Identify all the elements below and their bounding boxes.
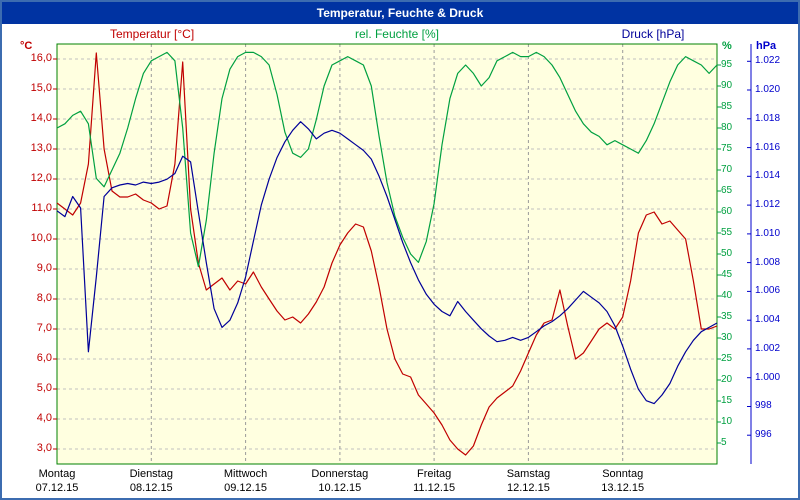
day-date-label: 11.12.15 <box>413 482 456 494</box>
plot-svg <box>53 43 752 465</box>
day-date-label: 10.12.15 <box>318 482 362 494</box>
humidity-tick-label: 5 <box>721 437 727 448</box>
temp-axis-unit: °C <box>20 40 33 52</box>
day-name-label: Montag <box>38 468 76 480</box>
temp-tick-label: 14,0 <box>30 112 52 124</box>
window-title: Temperatur, Feuchte & Druck <box>316 6 484 20</box>
day-date-label: 09.12.15 <box>224 482 267 494</box>
temp-tick-label: 10,0 <box>30 232 52 244</box>
pressure-tick-label: 1.018 <box>755 112 781 124</box>
pressure-tick-label: 1.004 <box>755 314 781 326</box>
series-line-humidity <box>56 51 718 268</box>
legend-temperature: Temperatur [°C] <box>110 27 195 41</box>
day-name-label: Dienstag <box>129 468 173 480</box>
day-name-label: Freitag <box>417 468 452 480</box>
humidity-tick-label: 60 <box>721 206 733 217</box>
humidity-tick-label: 10 <box>721 416 733 427</box>
humidity-tick-label: 55 <box>721 227 733 238</box>
temp-tick-label: 11,0 <box>31 202 52 214</box>
humidity-tick-label: 95 <box>721 59 733 70</box>
humidity-tick-label: 50 <box>721 248 733 259</box>
temp-tick-label: 12,0 <box>30 172 52 184</box>
temp-tick-label: 8,0 <box>36 292 52 304</box>
day-date-label: 13.12.15 <box>601 482 645 494</box>
humidity-tick-label: 65 <box>721 185 733 196</box>
humidity-tick-label: 70 <box>721 164 733 175</box>
day-name-label: Mittwoch <box>223 468 268 480</box>
window-titlebar[interactable]: Temperatur, Feuchte & Druck <box>2 2 798 24</box>
day-name-label: Samstag <box>506 468 551 480</box>
pressure-axis-unit: hPa <box>756 40 777 52</box>
pressure-tick-label: 1.010 <box>755 227 781 239</box>
pressure-tick-label: 1.008 <box>755 256 781 268</box>
temp-tick-label: 9,0 <box>36 262 52 274</box>
pressure-tick-label: 1.006 <box>755 285 781 297</box>
plot-background <box>57 44 717 464</box>
pressure-tick-label: 1.012 <box>755 199 781 211</box>
humidity-axis-unit: % <box>722 40 732 52</box>
humidity-tick-label: 90 <box>721 80 733 91</box>
humidity-tick-label: 80 <box>721 122 733 133</box>
chart-area: Temperatur [°C] rel. Feuchte [%] Druck [… <box>2 24 798 498</box>
temp-tick-label: 5,0 <box>36 382 52 394</box>
pressure-tick-label: 1.016 <box>755 141 781 153</box>
humidity-tick-label: 30 <box>721 332 733 343</box>
humidity-tick-label: 25 <box>721 353 733 364</box>
humidity-tick-label: 20 <box>721 374 733 385</box>
humidity-tick-label: 85 <box>721 101 733 112</box>
temp-tick-label: 15,0 <box>30 82 52 94</box>
temp-tick-label: 3,0 <box>36 442 52 454</box>
temp-tick-label: 7,0 <box>36 322 52 334</box>
day-date-label: 07.12.15 <box>35 482 79 494</box>
humidity-tick-label: 40 <box>721 290 733 301</box>
humidity-tick-label: 15 <box>721 395 733 406</box>
day-name-label: Sonntag <box>602 468 644 480</box>
day-date-label: 12.12.15 <box>507 482 550 494</box>
temp-tick-label: 6,0 <box>36 352 52 364</box>
temp-tick-label: 16,0 <box>30 52 52 64</box>
humidity-tick-label: 75 <box>721 143 733 154</box>
temp-tick-label: 13,0 <box>30 142 52 154</box>
pressure-tick-label: 1.002 <box>755 342 781 354</box>
pressure-tick-label: 1.022 <box>755 55 781 67</box>
temp-tick-label: 4,0 <box>36 412 52 424</box>
pressure-tick-label: 996 <box>755 429 772 441</box>
legend-pressure: Druck [hPa] <box>621 27 685 41</box>
legend-humidity: rel. Feuchte [%] <box>354 27 440 41</box>
humidity-tick-label: 45 <box>721 269 733 280</box>
pressure-tick-label: 1.014 <box>755 170 781 182</box>
humidity-tick-label: 35 <box>721 311 733 322</box>
day-name-label: Donnerstag <box>311 468 369 480</box>
series-line-pressure <box>56 121 718 405</box>
pressure-tick-label: 1.020 <box>755 84 781 96</box>
pressure-tick-label: 998 <box>755 400 772 412</box>
day-date-label: 08.12.15 <box>129 482 173 494</box>
series-line-temp <box>56 52 718 456</box>
pressure-tick-label: 1.000 <box>755 371 781 383</box>
